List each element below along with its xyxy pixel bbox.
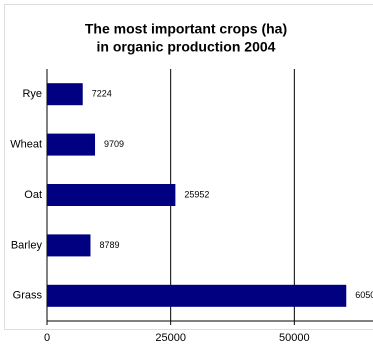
y-tick-label: Wheat [10,139,42,151]
y-tick-label: Grass [13,290,43,302]
chart-frame [4,4,373,330]
chart-title: The most important crops (ha) [85,21,287,37]
x-tick-label: 0 [44,332,50,344]
bar [47,284,347,307]
value-label: 60500 [355,290,373,300]
y-tick-label: Barley [11,239,43,251]
bar [47,83,83,106]
bar [47,133,96,156]
x-tick-label: 25000 [155,332,186,344]
y-tick-label: Oat [24,189,42,201]
value-label: 7224 [92,89,112,99]
chart-title: in organic production 2004 [97,39,276,55]
value-label: 8789 [99,240,119,250]
bar [47,184,176,206]
y-tick-label: Rye [22,88,42,100]
x-tick-label: 50000 [279,332,310,344]
value-label: 25952 [184,189,209,199]
value-label: 9709 [104,139,124,149]
bar [47,234,91,257]
